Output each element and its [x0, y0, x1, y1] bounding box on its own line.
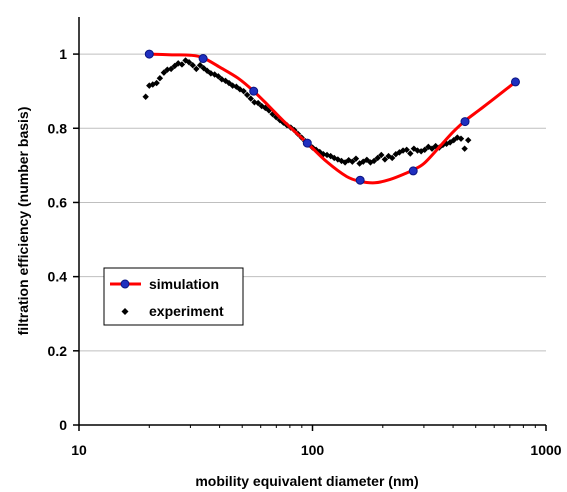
experiment-point — [254, 99, 262, 107]
experiment-point — [421, 146, 428, 153]
y-tick-label: 0.8 — [48, 120, 68, 136]
legend-simulation-label: simulation — [149, 276, 219, 292]
experiment-point — [182, 57, 189, 64]
y-tick-label: 0.2 — [48, 343, 68, 359]
experiment-point — [403, 146, 410, 153]
experiment-point — [185, 59, 193, 66]
experiment-point — [193, 65, 200, 73]
experiment-point — [352, 155, 360, 162]
y-tick-label: 0 — [59, 417, 67, 433]
y-tick-label: 0.6 — [48, 194, 68, 210]
series — [142, 49, 520, 185]
experiment-point — [265, 107, 273, 114]
experiment-point — [153, 79, 160, 87]
experiment-point — [374, 154, 381, 162]
experiment-point — [461, 145, 468, 152]
experiment-point — [142, 93, 149, 100]
experiment-point — [262, 104, 269, 112]
ticks: 0 0.2 0.4 0.6 0.8 1 10 100 1000 — [48, 46, 562, 458]
y-tick-label: 0.4 — [48, 269, 68, 285]
simulation-point — [249, 86, 259, 96]
experiment-point — [410, 145, 418, 152]
legend-simulation-marker — [120, 279, 130, 289]
experiment-point — [160, 69, 168, 76]
x-axis-title: mobility equivalent diameter (nm) — [195, 473, 418, 489]
simulation-point — [355, 175, 365, 185]
experiment-point — [247, 95, 254, 102]
experiment-point — [178, 61, 186, 68]
experiment-point — [360, 158, 367, 165]
y-tick-label: 1 — [59, 46, 67, 62]
experiment-point — [167, 65, 175, 73]
experiment-point — [341, 159, 349, 166]
experiment-point — [269, 110, 276, 118]
legend-box — [103, 267, 244, 326]
x-tick-label: 100 — [301, 442, 325, 458]
experiment-point — [229, 82, 236, 89]
simulation-point — [198, 54, 208, 64]
x-tick-label: 10 — [71, 442, 87, 458]
experiment-point — [407, 150, 414, 157]
simulation-point — [302, 138, 312, 148]
experiment-point — [370, 157, 378, 165]
experiment-point — [203, 67, 211, 74]
simulation-point — [408, 166, 418, 176]
simulation-point — [510, 77, 520, 87]
legend: simulation experiment — [103, 267, 244, 326]
experiment-point — [381, 156, 389, 163]
experiment-point — [323, 151, 331, 159]
experiment-point — [457, 135, 465, 142]
experiment-point — [196, 62, 204, 69]
simulation-point — [144, 49, 154, 59]
experiment-point — [378, 151, 385, 159]
experiment-point — [385, 152, 392, 160]
experiment-point — [388, 154, 396, 162]
simulation-line — [149, 52, 517, 185]
simulation-point — [460, 117, 470, 127]
x-tick-label: 1000 — [530, 442, 561, 458]
experiment-point — [465, 136, 472, 144]
experiment-point — [189, 62, 196, 69]
legend-experiment-marker — [121, 308, 129, 315]
experiment-point — [200, 64, 207, 72]
experiment-point — [243, 91, 251, 99]
axes — [78, 17, 546, 426]
experiment-point — [156, 75, 164, 82]
experiment-point — [215, 73, 222, 80]
experiment-point — [349, 158, 356, 165]
experiment-point — [236, 86, 244, 93]
y-axis-title: filtration efficiency (number basis) — [15, 107, 31, 336]
experiment-point — [240, 87, 247, 95]
legend-experiment-label: experiment — [149, 303, 224, 319]
experiment-point — [222, 77, 229, 84]
